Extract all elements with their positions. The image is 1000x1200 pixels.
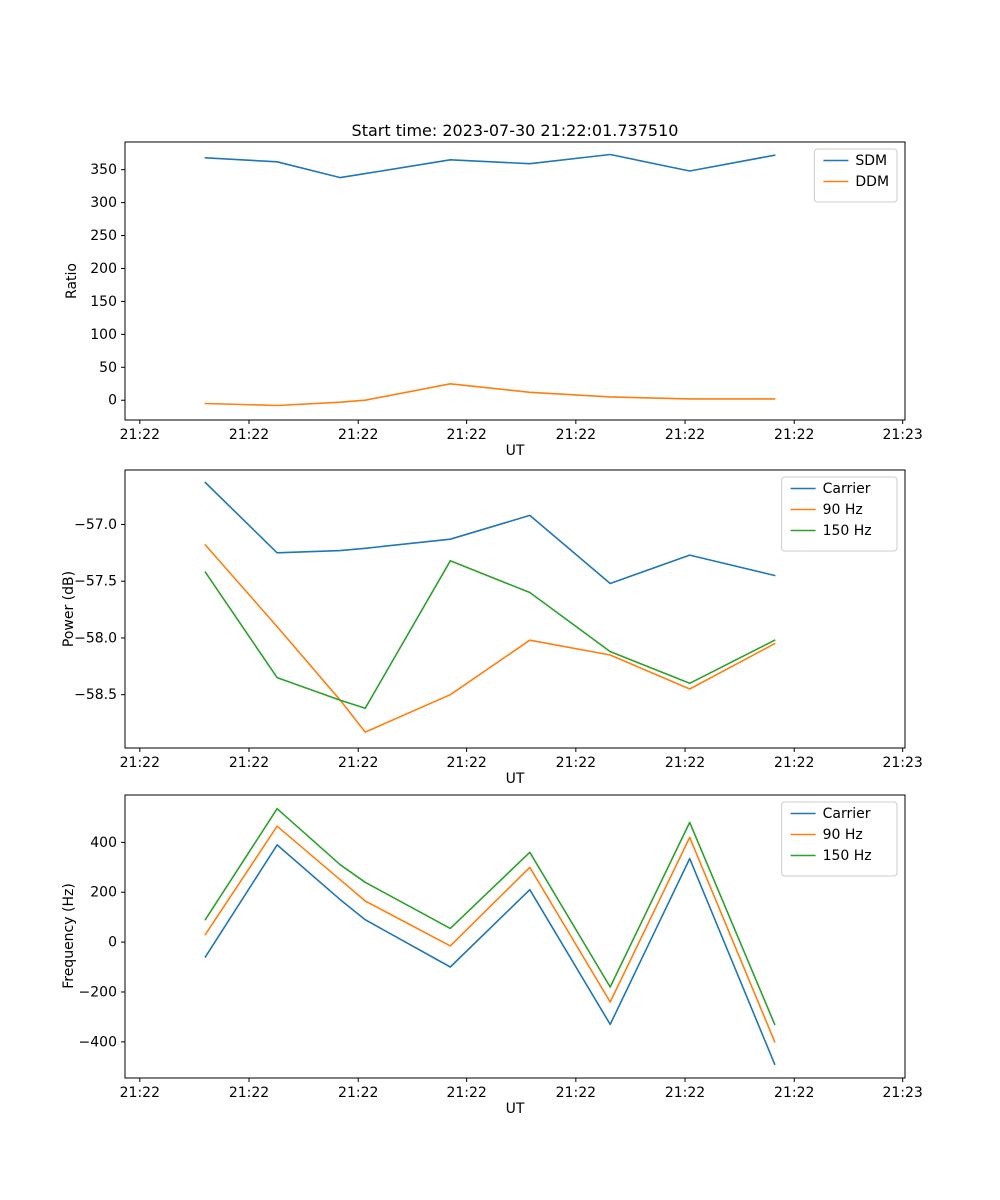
x-tick-label: 21:22 xyxy=(446,427,486,443)
x-tick-label: 21:22 xyxy=(120,427,160,443)
y-tick-label: 250 xyxy=(90,228,117,244)
y-tick-label: −200 xyxy=(79,984,117,1000)
ut-axis-label-bottom: UT xyxy=(505,1101,525,1117)
y-tick-label: 100 xyxy=(90,327,117,343)
series-line-90-hz xyxy=(204,825,776,1043)
subplot-ratio: 0 50 100 150 200 250 300 350 21:22 21:22 21:22 21:2… xyxy=(90,141,923,443)
legend-label-carrier: Carrier xyxy=(823,481,871,497)
legend-label-90-hz: 90 Hz xyxy=(823,502,863,518)
plot-area xyxy=(124,469,906,749)
legend-label-150-hz: 150 Hz xyxy=(823,848,872,864)
figure-title: Start time: 2023-07-30 21:22:01.737510 xyxy=(351,121,679,140)
plot-area xyxy=(124,141,906,421)
y-tick-label: 300 xyxy=(90,195,117,211)
series-line-150-hz xyxy=(204,807,776,1026)
legend-box xyxy=(813,148,898,203)
legend-label-150-hz: 150 Hz xyxy=(823,523,872,539)
y-tick-label: −57.5 xyxy=(74,574,117,590)
x-tick-label: 21:22 xyxy=(229,755,269,771)
ratio-axis-label: Ratio xyxy=(64,263,80,299)
legend-label-sdm: SDM xyxy=(855,153,887,169)
x-tick-label: 21:22 xyxy=(665,427,705,443)
x-tick-label: 21:22 xyxy=(774,755,814,771)
x-tick-label: 21:22 xyxy=(665,1085,705,1101)
y-tick-label: 200 xyxy=(90,885,117,901)
y-tick-label: 400 xyxy=(90,835,117,851)
series-line-sdm xyxy=(204,153,776,179)
power-axis-label: Power (dB) xyxy=(61,570,77,648)
y-tick-label: −58.0 xyxy=(74,630,117,646)
x-tick-label: 21:23 xyxy=(882,755,922,771)
y-tick-label: 150 xyxy=(90,294,117,310)
x-tick-label: 21:22 xyxy=(665,755,705,771)
x-tick-label: 21:22 xyxy=(338,755,378,771)
x-tick-label: 21:22 xyxy=(774,427,814,443)
x-tick-label: 21:22 xyxy=(120,1085,160,1101)
legend-label-carrier: Carrier xyxy=(823,806,871,822)
y-tick-label: 200 xyxy=(90,261,117,277)
y-tick-label: 350 xyxy=(90,162,117,178)
x-tick-label: 21:22 xyxy=(338,427,378,443)
legend-label-ddm: DDM xyxy=(855,174,889,190)
x-tick-label: 21:22 xyxy=(556,755,596,771)
y-tick-label: 50 xyxy=(99,360,117,376)
legend-box xyxy=(781,476,898,552)
series-line-ddm xyxy=(204,382,776,407)
subplot-power-(db): −58.5 −58.0 −57.5 −57.0 21:22 21:22 21:22 21:22… xyxy=(74,469,923,771)
frequency-axis-label: Frequency (Hz) xyxy=(61,883,77,989)
subplot-frequency-(hz): −400 −200 0 200 400 21:22 21:22 21:22 21:22 21:22… xyxy=(79,794,923,1101)
y-tick-label: 0 xyxy=(108,935,117,951)
x-tick-label: 21:22 xyxy=(229,1085,269,1101)
y-tick-label: −58.5 xyxy=(74,687,117,703)
y-tick-label: 0 xyxy=(108,393,117,409)
series-line-150-hz xyxy=(204,559,776,710)
legend-label-90-hz: 90 Hz xyxy=(823,827,863,843)
y-tick-label: −57.0 xyxy=(74,517,117,533)
x-tick-label: 21:22 xyxy=(338,1085,378,1101)
series-line-carrier xyxy=(204,481,776,585)
ut-axis-label-top: UT xyxy=(505,443,525,459)
x-tick-label: 21:22 xyxy=(120,755,160,771)
x-tick-label: 21:23 xyxy=(882,427,922,443)
x-tick-label: 21:22 xyxy=(446,1085,486,1101)
series-line-90-hz xyxy=(204,544,776,733)
x-tick-label: 21:23 xyxy=(882,1085,922,1101)
legend-box xyxy=(781,801,898,877)
y-tick-label: −400 xyxy=(79,1034,117,1050)
x-tick-label: 21:22 xyxy=(556,427,596,443)
ut-axis-label-middle: UT xyxy=(505,771,525,787)
x-tick-label: 21:22 xyxy=(556,1085,596,1101)
x-tick-label: 21:22 xyxy=(446,755,486,771)
x-tick-label: 21:22 xyxy=(229,427,269,443)
x-tick-label: 21:22 xyxy=(774,1085,814,1101)
series-line-carrier xyxy=(204,844,776,1066)
